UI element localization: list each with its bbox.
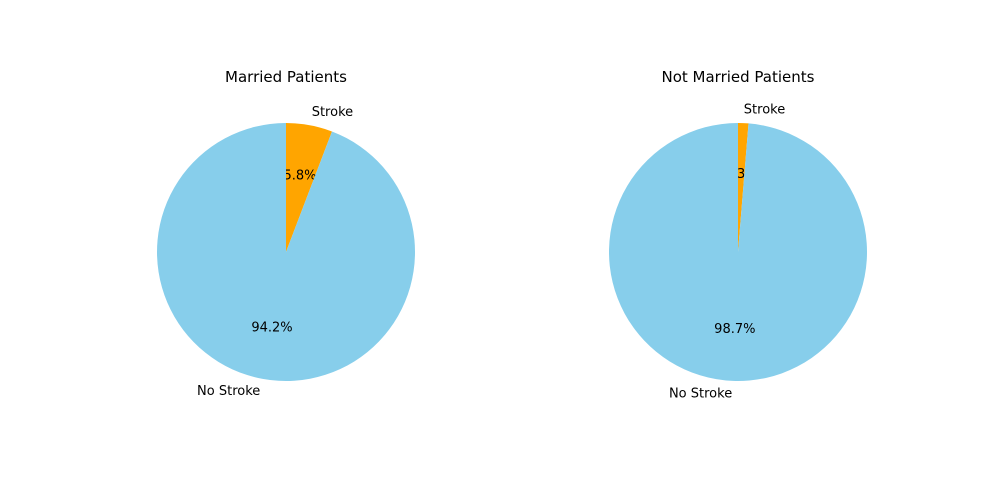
married-slice-stroke (286, 123, 332, 252)
not-married-category-label-stroke: Stroke (744, 103, 785, 118)
not-married-slice-stroke (738, 123, 749, 252)
married-category-label-no-stroke: No Stroke (197, 384, 260, 399)
not-married-slice-no-stroke (609, 123, 868, 381)
not-married-chart-title: Not Married Patients (662, 68, 815, 86)
married-slice-no-stroke (157, 123, 416, 381)
not-married-percent-label-no-stroke: 98.7% (714, 322, 755, 337)
married-category-label-stroke: Stroke (312, 105, 353, 120)
married-percent-label-no-stroke: 94.2% (251, 321, 292, 336)
not-married-category-label-no-stroke: No Stroke (669, 386, 732, 401)
married-percent-label-stroke: 5.8% (284, 168, 317, 183)
married-chart-title: Married Patients (225, 68, 347, 86)
married-pie-chart: Married Patients 5.8% Stroke 94.2% No Strok… (157, 68, 416, 399)
